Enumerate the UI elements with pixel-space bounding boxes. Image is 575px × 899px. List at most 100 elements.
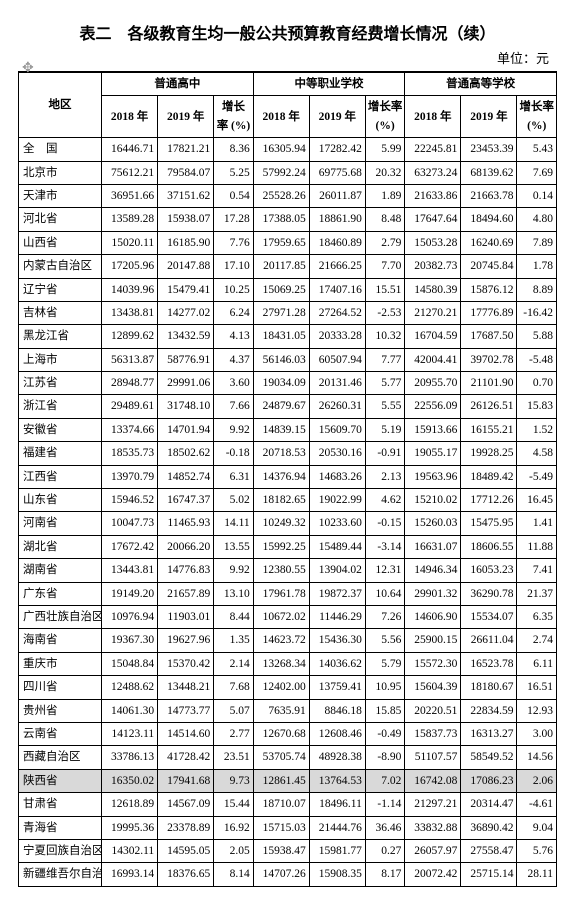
table-row: 内蒙古自治区17205.9620147.8817.1020117.8521666… (19, 255, 557, 278)
cell: 22834.59 (461, 699, 517, 722)
col-g2-2018: 2018 年 (253, 96, 309, 138)
col-g3-2018: 2018 年 (405, 96, 461, 138)
cell: 29991.06 (158, 372, 214, 395)
cell: 17712.26 (461, 489, 517, 512)
col-g1-rate: 增长率 (%) (214, 96, 253, 138)
cell: 23.51 (214, 746, 253, 769)
cell: 15572.30 (405, 652, 461, 675)
cell: 13589.28 (102, 208, 158, 231)
cell: 18606.55 (461, 535, 517, 558)
cell: 2.77 (214, 722, 253, 745)
cell: 15020.11 (102, 231, 158, 254)
cell: 16523.78 (461, 652, 517, 675)
cell: 39702.78 (461, 348, 517, 371)
cell: 18431.05 (253, 325, 309, 348)
table-row: 天津市36951.6637151.620.5425528.2626011.871… (19, 184, 557, 207)
cell: 51107.57 (405, 746, 461, 769)
table-row: 福建省18535.7318502.62-0.1820718.5320530.16… (19, 442, 557, 465)
cell: 15.44 (214, 793, 253, 816)
cell: 10.32 (365, 325, 404, 348)
cell: 26611.04 (461, 629, 517, 652)
cell: 10233.60 (309, 512, 365, 535)
cell: 17672.42 (102, 535, 158, 558)
cell: 江苏省 (19, 372, 102, 395)
cell: 15876.12 (461, 278, 517, 301)
cell: 20718.53 (253, 442, 309, 465)
col-g2-2019: 2019 年 (309, 96, 365, 138)
cell: 5.43 (517, 138, 557, 161)
cell: 20131.46 (309, 372, 365, 395)
col-g2-rate: 增长率 (%) (365, 96, 404, 138)
cell: 17.28 (214, 208, 253, 231)
cell: 13374.66 (102, 418, 158, 441)
cell: 河南省 (19, 512, 102, 535)
cell: 广东省 (19, 582, 102, 605)
cell: 2.13 (365, 465, 404, 488)
col-group3: 普通高等学校 (405, 72, 557, 96)
cell: 12.31 (365, 559, 404, 582)
cell: 53705.74 (253, 746, 309, 769)
cell: 25900.15 (405, 629, 461, 652)
cell: 贵州省 (19, 699, 102, 722)
cell: 15489.44 (309, 535, 365, 558)
cell: 0.27 (365, 839, 404, 862)
cell: 13.55 (214, 535, 253, 558)
table-row: 陕西省16350.0217941.689.7312861.4513764.537… (19, 769, 557, 792)
cell: -5.49 (517, 465, 557, 488)
cell: 57992.24 (253, 161, 309, 184)
cell: 14580.39 (405, 278, 461, 301)
cell: 黑龙江省 (19, 325, 102, 348)
cell: 吉林省 (19, 301, 102, 324)
cell: 33832.88 (405, 816, 461, 839)
cell: 14376.94 (253, 465, 309, 488)
education-funding-table: 地区 普通高中 中等职业学校 普通高等学校 2018 年 2019 年 增长率 … (18, 71, 557, 887)
cell: 湖北省 (19, 535, 102, 558)
cell: -0.91 (365, 442, 404, 465)
cell: 11.88 (517, 535, 557, 558)
cell: 15837.73 (405, 722, 461, 745)
table-row: 重庆市15048.8415370.422.1413268.3414036.625… (19, 652, 557, 675)
cell: -0.18 (214, 442, 253, 465)
cell: 56146.03 (253, 348, 309, 371)
cell: 江西省 (19, 465, 102, 488)
cell: 7.77 (365, 348, 404, 371)
cell: 1.78 (517, 255, 557, 278)
cell: 58776.91 (158, 348, 214, 371)
cell: 15938.47 (253, 839, 309, 862)
cell: 13764.53 (309, 769, 365, 792)
table-row: 海南省19367.3019627.961.3514623.7215436.305… (19, 629, 557, 652)
cell: 60507.94 (309, 348, 365, 371)
table-row: 河北省13589.2815938.0717.2817388.0518861.90… (19, 208, 557, 231)
table-row: 山东省15946.5216747.375.0218182.6519022.994… (19, 489, 557, 512)
cell: 14302.11 (102, 839, 158, 862)
cell: 12488.62 (102, 676, 158, 699)
cell: 10.95 (365, 676, 404, 699)
cell: 5.99 (365, 138, 404, 161)
cell: 9.92 (214, 418, 253, 441)
cell: 13.10 (214, 582, 253, 605)
cell: 5.07 (214, 699, 253, 722)
cell: 15534.07 (461, 605, 517, 628)
cell: 14852.74 (158, 465, 214, 488)
cell: 56313.87 (102, 348, 158, 371)
cell: 8.44 (214, 605, 253, 628)
cell: 3.60 (214, 372, 253, 395)
table-row: 上海市56313.8758776.914.3756146.0360507.947… (19, 348, 557, 371)
cell: 17086.23 (461, 769, 517, 792)
cell: 17647.64 (405, 208, 461, 231)
cell: 上海市 (19, 348, 102, 371)
table-row: 山西省15020.1116185.907.7617959.6518460.892… (19, 231, 557, 254)
cell: 17407.16 (309, 278, 365, 301)
cell: 西藏自治区 (19, 746, 102, 769)
cell: 13443.81 (102, 559, 158, 582)
cell: 18494.60 (461, 208, 517, 231)
cell: 4.80 (517, 208, 557, 231)
cell: 17961.78 (253, 582, 309, 605)
cell: 四川省 (19, 676, 102, 699)
cell: 2.05 (214, 839, 253, 862)
cell: 2.06 (517, 769, 557, 792)
cell: 15938.07 (158, 208, 214, 231)
cell: 69775.68 (309, 161, 365, 184)
cell: 浙江省 (19, 395, 102, 418)
table-row: 江苏省28948.7729991.063.6019034.0920131.465… (19, 372, 557, 395)
